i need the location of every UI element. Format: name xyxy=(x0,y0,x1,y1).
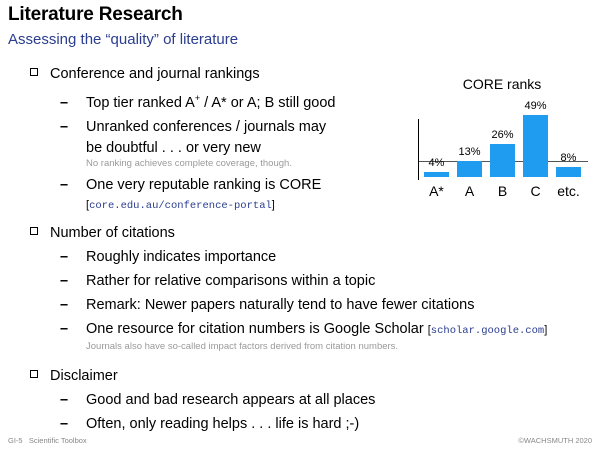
sub-bullet: – Roughly indicates importance xyxy=(30,247,590,268)
bar-B xyxy=(490,144,515,177)
sub-bullet-text: One very reputable ranking is CORE xyxy=(86,176,322,193)
dash-bullet-icon: – xyxy=(60,272,69,289)
square-bullet-icon xyxy=(30,226,38,235)
data-label: 8% xyxy=(560,151,577,164)
sub-bullet-text: Often, only reading helps . . . life is … xyxy=(86,415,360,432)
sub-bullet-text: One resource for citation numbers is Goo… xyxy=(86,320,548,337)
axis-line xyxy=(418,119,419,180)
footer-title: Scientific Toolbox xyxy=(28,436,87,445)
square-bullet-icon xyxy=(30,68,38,76)
dash-bullet-icon: – xyxy=(60,118,69,135)
core-link[interactable]: core.edu.au/conference-portal xyxy=(89,199,272,212)
dash-bullet-icon: – xyxy=(60,248,69,265)
sub-bullet-text: Top tier ranked A+ / A* or A; B still go… xyxy=(86,93,336,111)
bar-C xyxy=(523,114,548,177)
section-heading: Conference and journal rankings xyxy=(50,66,260,82)
scholar-link[interactable]: scholar.google.com xyxy=(430,324,545,337)
category-label: C xyxy=(530,183,541,199)
category-label: A* xyxy=(429,183,444,199)
note-text: No ranking achieves complete coverage, t… xyxy=(86,157,292,169)
sub-bullet: – Top tier ranked A+ / A* or A; B still … xyxy=(30,88,590,114)
bar-A* xyxy=(424,171,449,177)
note-text: Journals also have so-called impact fact… xyxy=(86,340,399,352)
dash-bullet-icon: – xyxy=(60,94,69,111)
sub-bullet-text: Unranked conferences / journals may xyxy=(86,118,327,135)
bullet-citations: Number of citations xyxy=(30,223,590,243)
slide-subtitle: Assessing the “quality” of literature xyxy=(8,31,239,48)
sub-bullet: – Rather for relative comparisons within… xyxy=(30,271,590,292)
data-label: 26% xyxy=(491,129,514,141)
square-bullet-icon xyxy=(30,369,38,378)
core-ranks-chart: CORE ranks 4% A* 13% A 26% B 49% C 8% etc. xyxy=(412,76,592,211)
sub-bullet: – Remark: Newer papers naturally tend to… xyxy=(30,295,590,316)
sub-bullet-text: Rather for relative comparisons within a… xyxy=(86,272,376,289)
dash-bullet-icon: – xyxy=(60,391,69,408)
bar-etc. xyxy=(556,166,581,177)
category-label: A xyxy=(464,183,475,199)
sub-bullet-continuation: be doubtful . . . or very new xyxy=(30,138,590,159)
category-label: B xyxy=(497,183,508,199)
sub-bullet-text: Roughly indicates importance xyxy=(86,248,277,265)
dash-bullet-icon: – xyxy=(60,296,69,313)
slide-content: Conference and journal rankings – Top ti… xyxy=(30,64,590,435)
category-label: etc. xyxy=(557,183,580,199)
bullet-disclaimer: Disclaimer xyxy=(30,366,590,386)
link-line: [core.edu.au/conference-portal] xyxy=(86,198,275,212)
data-label: 13% xyxy=(458,145,481,158)
slide-title: Literature Research xyxy=(8,4,183,25)
sub-bullet: – One very reputable ranking is CORE xyxy=(30,175,590,196)
sub-bullet: – Unranked conferences / journals may xyxy=(30,117,590,138)
footer-copyright: ©WACHSMUTH 2020 xyxy=(518,436,592,445)
section-heading: Number of citations xyxy=(50,224,175,241)
sub-bullet: – Often, only reading helps . . . life i… xyxy=(30,414,590,435)
sub-bullet: – Good and bad research appears at all p… xyxy=(30,390,590,411)
bar-A xyxy=(457,160,482,177)
footer-code: GI-5 xyxy=(8,436,23,445)
sub-bullet-text: Good and bad research appears at all pla… xyxy=(86,391,376,408)
dash-bullet-icon: – xyxy=(60,176,69,193)
section-heading: Disclaimer xyxy=(50,367,118,384)
footer-left: GI-5 Scientific Toolbox xyxy=(8,436,87,445)
sub-bullet: – One resource for citation numbers is G… xyxy=(30,319,590,342)
data-label: 4% xyxy=(428,156,445,169)
sub-bullet-text: be doubtful . . . or very new xyxy=(86,139,261,156)
bullet-rankings: Conference and journal rankings xyxy=(30,64,590,84)
dash-bullet-icon: – xyxy=(60,415,69,432)
dash-bullet-icon: – xyxy=(60,320,69,337)
chart-title: CORE ranks xyxy=(462,76,542,92)
data-label: 49% xyxy=(524,99,547,112)
sub-bullet-text: Remark: Newer papers naturally tend to h… xyxy=(86,296,475,313)
